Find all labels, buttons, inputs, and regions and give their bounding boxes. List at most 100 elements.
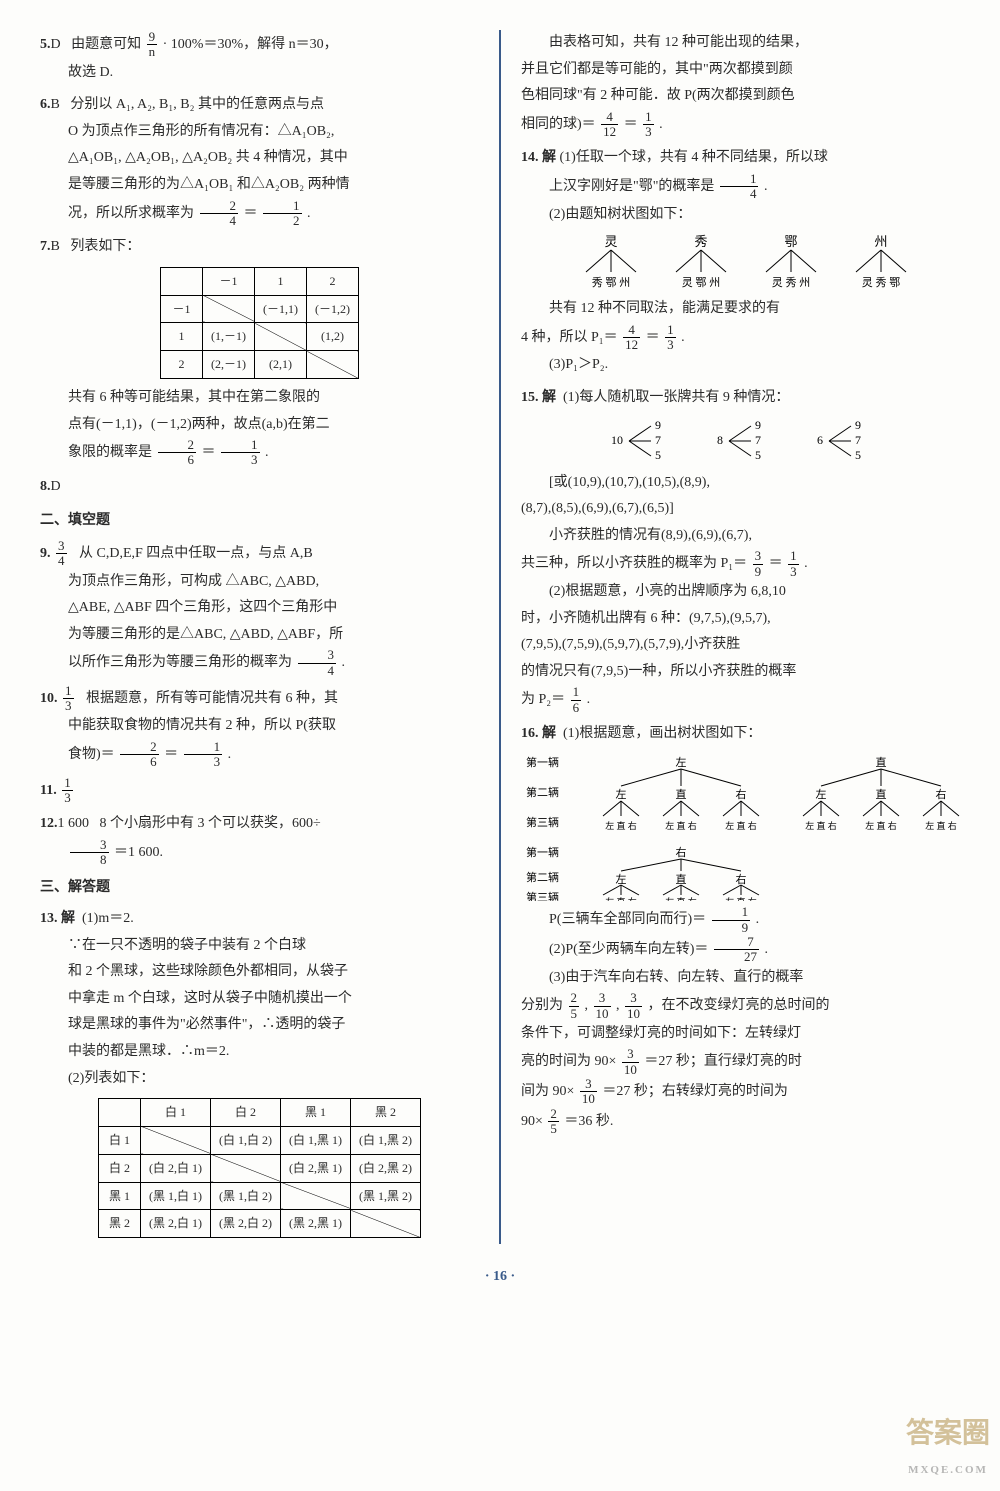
q7-table: －112－1(－1,1)(－1,2)1(1,－1)(1,2)2(2,－1)(2,… bbox=[160, 267, 359, 379]
q8-answer: D bbox=[51, 479, 61, 494]
page-container: 5.D 由题意可知 9n · 100%＝30%，解得 n＝30， 故选 D. 6… bbox=[40, 30, 960, 1244]
svg-text:灵 秀 鄂: 灵 秀 鄂 bbox=[861, 276, 900, 289]
q16-head: 解 bbox=[542, 726, 556, 741]
q15-p4: 小齐获胜的情况有(8,9),(6,9),(6,7), bbox=[521, 523, 960, 550]
q6-number: 6. bbox=[40, 97, 51, 112]
svg-text:第一辆: 第一辆 bbox=[526, 755, 559, 769]
svg-text:左 直 右: 左 直 右 bbox=[605, 896, 637, 901]
q13-table: 白 1白 2黑 1黑 2白 1(白 1,白 2)(白 1,黑 1)(白 1,黑 … bbox=[98, 1098, 421, 1238]
svg-text:左 直 右: 左 直 右 bbox=[725, 896, 757, 901]
q7-answer: B bbox=[51, 239, 60, 254]
svg-text:秀: 秀 bbox=[694, 234, 707, 249]
svg-text:左 直 右: 左 直 右 bbox=[805, 820, 837, 831]
q6-text2: O 为顶点作三角形的所有情况有：△A₁OB₂, bbox=[40, 119, 479, 146]
svg-text:直: 直 bbox=[676, 787, 687, 801]
q5-frac1: 9n bbox=[147, 30, 158, 60]
svg-text:第二辆: 第二辆 bbox=[526, 870, 559, 884]
q15-p2: [或(10,9),(10,7),(10,5),(8,9), bbox=[521, 470, 960, 497]
q16-line2: P(三辆车全部同向而行)＝ 19 . bbox=[521, 905, 960, 935]
q9-text2: 为顶点作三角形，可构成 △ABC, △ABD, bbox=[40, 569, 479, 596]
q15-head: 解 bbox=[542, 390, 556, 405]
q5-text1: 由题意可知 bbox=[71, 37, 141, 52]
svg-text:右: 右 bbox=[676, 845, 687, 859]
q11-answer: 13 bbox=[62, 776, 73, 806]
svg-text:9: 9 bbox=[655, 418, 661, 432]
q14-p9: (3)P₁＞P₂. bbox=[521, 352, 960, 379]
question-12: 12.1 600 8 个小扇形中有 3 个可以获奖，600÷ 38 ＝1 600… bbox=[40, 811, 479, 867]
question-10: 10. 13 根据题意，所有等可能情况共有 6 种，其 中能获取食物的情况共有 … bbox=[40, 684, 479, 770]
svg-text:鄂: 鄂 bbox=[784, 234, 797, 249]
svg-text:直: 直 bbox=[876, 755, 887, 769]
q12-number: 12. bbox=[40, 816, 58, 831]
q8-number: 8. bbox=[40, 479, 51, 494]
svg-text:9: 9 bbox=[755, 418, 761, 432]
svg-text:7: 7 bbox=[855, 433, 861, 447]
q16-line4: (2)P(至少两辆车向左转)＝ 727 . bbox=[521, 935, 960, 965]
q15-p1: (1)每人随机取一张牌共有 9 种情况： bbox=[563, 390, 789, 405]
q16-line7: 分别为 25 , 310 , 310 ，在不改变绿灯亮的总时间的 bbox=[521, 991, 960, 1021]
q13-p4: 中拿走 m 个白球，这时从袋子中随机摸出一个 bbox=[40, 986, 479, 1013]
watermark: 答案圈 MXQE.COM bbox=[906, 1407, 990, 1481]
svg-text:左: 左 bbox=[676, 756, 687, 769]
q16-line14: 间为 90× 310 ＝27 秒；右转绿灯亮的时间为 bbox=[521, 1077, 960, 1107]
r13-p3: 色相同球"有 2 种可能．故 P(两次都摸到颜色 bbox=[521, 83, 960, 110]
svg-text:8: 8 bbox=[717, 433, 723, 447]
svg-text:左 直 右: 左 直 右 bbox=[665, 896, 697, 901]
q6-answer: B bbox=[51, 97, 60, 112]
q16-tree-diagram: 第一辆第二辆第三辆左左左 直 右直左 直 右右左 直 右直左左 直 右直左 直 … bbox=[521, 751, 961, 901]
q16-p11: 条件下，可调整绿灯亮的时间如下：左转绿灯 bbox=[521, 1021, 960, 1048]
q12-answer: 1 600 bbox=[58, 816, 90, 831]
q14-p5: 共有 12 种不同取法，能满足要求的有 bbox=[521, 296, 960, 323]
q7-text2: 共有 6 种等可能结果，其中在第二象限的 bbox=[40, 385, 479, 412]
section-2-heading: 二、填空题 bbox=[40, 508, 479, 535]
q9-text4: 为等腰三角形的是△ABC, △ABD, △ABF，所 bbox=[40, 622, 479, 649]
svg-text:左: 左 bbox=[816, 788, 827, 801]
q15-p9: 时，小齐随机出牌有 6 种：(9,7,5),(9,5,7), bbox=[521, 606, 960, 633]
svg-text:灵: 灵 bbox=[604, 234, 617, 249]
q5-text2: · 100%＝30%，解得 n＝30， bbox=[163, 37, 338, 52]
q13-p3: 和 2 个黑球，这些球除颜色外都相同，从袋子 bbox=[40, 959, 479, 986]
svg-text:6: 6 bbox=[817, 433, 823, 447]
question-9: 9. 34 从 C,D,E,F 四点中任取一点，与点 A,B 为顶点作三角形，可… bbox=[40, 539, 479, 678]
q13-head: 解 bbox=[61, 911, 75, 926]
question-11: 11. 13 bbox=[40, 776, 479, 806]
q14-number: 14. bbox=[521, 150, 539, 165]
svg-text:9: 9 bbox=[855, 418, 861, 432]
svg-text:第三辆: 第三辆 bbox=[526, 890, 559, 901]
q6-text4: 是等腰三角形的为△A₁OB₁ 和△A₂OB₂ 两种情 bbox=[40, 172, 479, 199]
q13-p7: (2)列表如下： bbox=[40, 1066, 479, 1093]
question-6: 6.B 分别以 A₁, A₂, B₁, B₂ 其中的任意两点与点 O 为顶点作三… bbox=[40, 92, 479, 228]
q14-p1: (1)任取一个球，共有 4 种不同结果，所以球 bbox=[560, 150, 828, 165]
svg-text:第二辆: 第二辆 bbox=[526, 785, 559, 799]
q13-continued: 由表格可知，共有 12 种可能出现的结果， 并且它们都是等可能的，其中"两次都摸… bbox=[521, 30, 960, 139]
q13-p5: 球是黑球的事件为"必然事件"，∴透明的袋子 bbox=[40, 1012, 479, 1039]
svg-text:左: 左 bbox=[616, 873, 627, 886]
r13-p1: 由表格可知，共有 12 种可能出现的结果， bbox=[521, 30, 960, 57]
q10-text1: 根据题意，所有等可能情况共有 6 种，其 bbox=[86, 691, 338, 706]
r13-p2: 并且它们都是等可能的，其中"两次都摸到颜 bbox=[521, 57, 960, 84]
svg-text:左 直 右: 左 直 右 bbox=[605, 820, 637, 831]
q13-p1: (1)m＝2. bbox=[82, 911, 134, 926]
q7-text1: 列表如下： bbox=[70, 239, 140, 254]
svg-text:左: 左 bbox=[616, 788, 627, 801]
svg-text:直: 直 bbox=[676, 872, 687, 886]
q14-p4: (2)由题知树状图如下： bbox=[521, 202, 960, 229]
svg-text:右: 右 bbox=[736, 787, 747, 801]
q5-text3: 故选 D. bbox=[40, 60, 479, 87]
question-13: 13. 解 (1)m＝2. ∵在一只不透明的袋子中装有 2 个白球 和 2 个黑… bbox=[40, 906, 479, 1238]
watermark-text: 答案圈 bbox=[906, 1418, 990, 1449]
q16-p1: (1)根据题意，画出树状图如下： bbox=[563, 726, 761, 741]
page-number: · 16 · bbox=[40, 1264, 960, 1291]
svg-text:灵 鄂 州: 灵 鄂 州 bbox=[681, 276, 720, 289]
svg-text:5: 5 bbox=[755, 448, 761, 462]
q15-line12: 为 P₂＝ 16 . bbox=[521, 685, 960, 715]
q11-number: 11. bbox=[40, 783, 57, 798]
q15-number: 15. bbox=[521, 390, 539, 405]
svg-text:灵 秀 州: 灵 秀 州 bbox=[771, 276, 810, 289]
svg-text:直: 直 bbox=[876, 787, 887, 801]
q16-line12: 亮的时间为 90× 310 ＝27 秒；直行绿灯亮的时 bbox=[521, 1047, 960, 1077]
section-3-heading: 三、解答题 bbox=[40, 875, 479, 902]
question-14: 14. 解 (1)任取一个球，共有 4 种不同结果，所以球 上汉字刚好是"鄂"的… bbox=[521, 145, 960, 379]
q9-number: 9. bbox=[40, 546, 51, 561]
q13-p6: 中装的都是黑球．∴m＝2. bbox=[40, 1039, 479, 1066]
